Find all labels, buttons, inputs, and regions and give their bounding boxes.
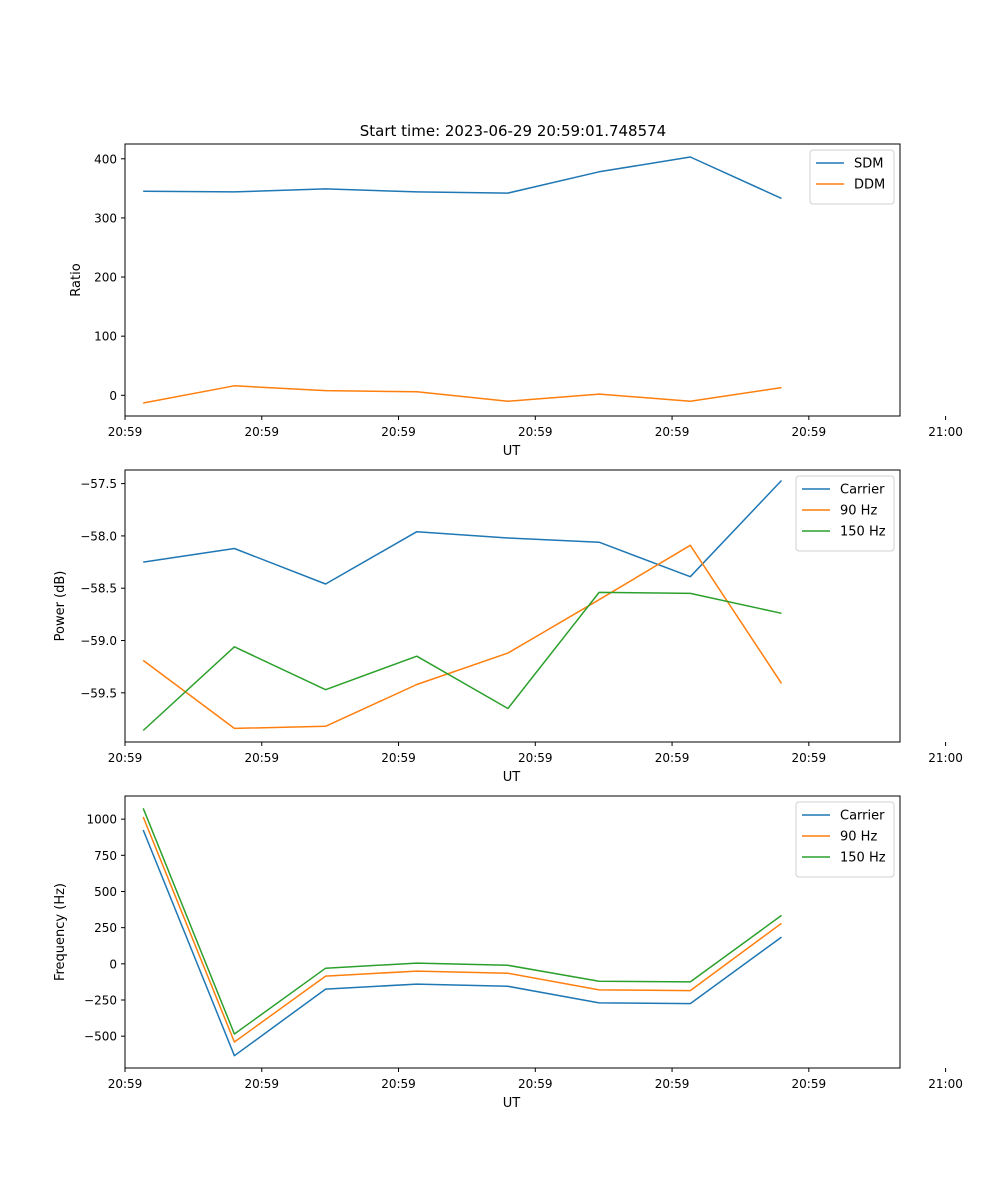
y-tick-label: −57.5 xyxy=(80,477,117,491)
x-tick-label: 20:59 xyxy=(792,751,827,765)
series-line-90-hz xyxy=(142,816,782,1043)
x-tick-label: 20:59 xyxy=(244,425,279,439)
chart-panel-3: 20:59 20:59 20:59 20:59 20:59 20:59 21:00 −500 −… xyxy=(53,795,963,1111)
y-tick-label: 0 xyxy=(109,389,117,403)
series-line-ddm xyxy=(143,385,782,404)
legend-entry: Carrier xyxy=(840,483,885,498)
y-tick-label: 200 xyxy=(94,271,117,285)
y-tick-label: −58.5 xyxy=(80,582,117,596)
x-tick-label: 21:00 xyxy=(928,751,963,765)
x-tick-label: 20:59 xyxy=(244,1077,279,1091)
x-tick-label: 20:59 xyxy=(655,751,690,765)
chart-panel-1: 20:59 20:59 20:59 20:59 20:59 20:59 21:00 0 100 2… xyxy=(69,143,963,459)
plot-area-frame xyxy=(124,795,901,1069)
legend-entry: 90 Hz xyxy=(840,504,877,519)
x-tick-label: 20:59 xyxy=(518,751,553,765)
y-tick-label: 750 xyxy=(94,849,117,863)
plot-area-frame xyxy=(124,469,901,743)
chart-title: Start time: 2023-06-29 20:59:01.748574 xyxy=(360,122,666,140)
y-axis-label: Power (dB) xyxy=(53,571,68,642)
y-tick-label: 400 xyxy=(94,152,117,166)
y-tick-label: 300 xyxy=(94,211,117,225)
legend: Carrier 90 Hz 150 Hz xyxy=(795,801,895,878)
x-tick-label: 20:59 xyxy=(655,1077,690,1091)
x-tick-label: 20:59 xyxy=(518,425,553,439)
legend-entry: 150 Hz xyxy=(840,851,886,866)
legend-entry: 150 Hz xyxy=(840,525,886,540)
x-tick-label: 20:59 xyxy=(108,1077,143,1091)
legend: SDM DDM xyxy=(809,149,895,205)
x-axis-label: UT xyxy=(503,444,521,459)
y-tick-label: 1000 xyxy=(86,813,117,827)
series-line-carrier xyxy=(143,479,783,585)
x-tick-label: 21:00 xyxy=(928,1077,963,1091)
legend-entry: 90 Hz xyxy=(840,830,877,845)
y-tick-label: −250 xyxy=(84,994,117,1008)
x-tick-label: 20:59 xyxy=(518,1077,553,1091)
x-tick-label: 20:59 xyxy=(655,425,690,439)
y-tick-label: −58.0 xyxy=(80,529,117,543)
legend-entry: DDM xyxy=(854,178,885,193)
x-tick-label: 20:59 xyxy=(108,751,143,765)
y-axis-label: Ratio xyxy=(69,263,84,296)
legend-box xyxy=(795,801,895,878)
series-line-150-hz xyxy=(142,808,782,1035)
x-tick-label: 20:59 xyxy=(381,425,416,439)
x-tick-label: 20:59 xyxy=(244,751,279,765)
y-tick-label: 500 xyxy=(94,885,117,899)
x-axis-label: UT xyxy=(503,1096,521,1111)
chart-panel-2: 20:59 20:59 20:59 20:59 20:59 20:59 21:00 −59.5… xyxy=(53,469,963,785)
x-tick-label: 20:59 xyxy=(792,1077,827,1091)
series-line-sdm xyxy=(143,156,782,200)
legend-entry: Carrier xyxy=(840,809,885,824)
series-line-150-hz xyxy=(142,591,782,732)
y-tick-label: 0 xyxy=(109,957,117,971)
series-line-carrier xyxy=(142,829,782,1057)
series-line-90-hz xyxy=(142,544,783,730)
y-tick-label: 100 xyxy=(94,330,117,344)
legend-entry: SDM xyxy=(854,157,883,172)
x-tick-label: 21:00 xyxy=(928,425,963,439)
x-axis-label: UT xyxy=(503,770,521,785)
x-tick-label: 20:59 xyxy=(108,425,143,439)
y-axis-label: Frequency (Hz) xyxy=(53,883,68,981)
legend-box xyxy=(795,475,895,552)
y-tick-label: −500 xyxy=(84,1030,117,1044)
x-tick-label: 20:59 xyxy=(792,425,827,439)
y-tick-label: −59.0 xyxy=(80,634,117,648)
y-tick-label: −59.5 xyxy=(80,686,117,700)
y-tick-label: 250 xyxy=(94,921,117,935)
legend: Carrier 90 Hz 150 Hz xyxy=(795,475,895,552)
plot-area-frame xyxy=(124,143,901,417)
x-tick-label: 20:59 xyxy=(381,751,416,765)
x-tick-label: 20:59 xyxy=(381,1077,416,1091)
